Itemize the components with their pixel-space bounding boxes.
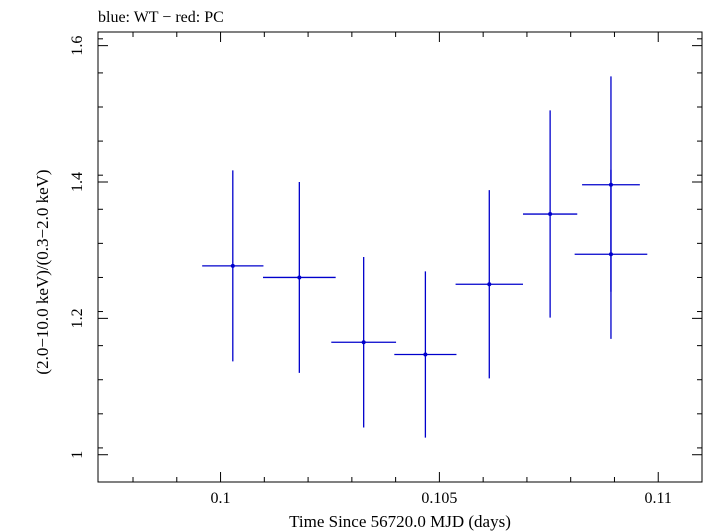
y-tick-label: 1.6: [69, 36, 86, 56]
data-point: [574, 169, 648, 339]
data-point: [455, 190, 523, 379]
data-point: [522, 110, 578, 318]
data-point: [394, 271, 457, 438]
point-marker: [230, 263, 235, 268]
y-axis-label: (2.0−10.0 keV)/(0.3−2.0 keV): [33, 169, 52, 374]
y-tick-label: 1: [69, 451, 86, 459]
point-marker: [608, 252, 613, 257]
data-point: [331, 257, 397, 428]
x-tick-label: 0.1: [211, 490, 231, 507]
x-axis-label: Time Since 56720.0 MJD (days): [289, 512, 511, 531]
point-marker: [423, 352, 428, 357]
point-marker: [548, 212, 553, 217]
point-marker: [487, 282, 492, 287]
plot-frame: [97, 31, 703, 483]
point-marker: [361, 340, 366, 345]
x-tick-label: 0.11: [645, 490, 672, 507]
data-point: [263, 182, 336, 373]
axis-ticks: 0.1 0.105 0.11 1 1.2 1.4 1.6: [69, 32, 702, 507]
y-tick-label: 1.2: [69, 308, 86, 328]
chart-title: blue: WT − red: PC: [98, 9, 224, 26]
data-series: [202, 76, 648, 438]
y-tick-label: 1.4: [69, 172, 86, 192]
data-point: [202, 170, 264, 362]
x-tick-label: 0.105: [421, 490, 457, 507]
point-marker: [297, 275, 302, 280]
